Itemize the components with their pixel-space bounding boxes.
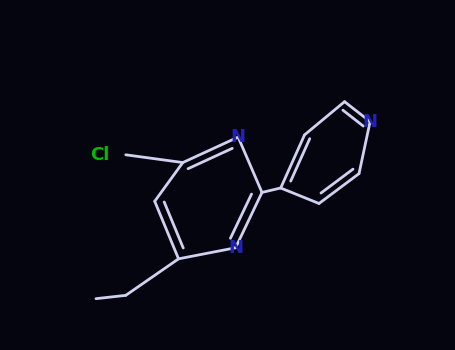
Text: Cl: Cl [91,146,110,164]
Text: N: N [228,239,243,257]
Text: N: N [231,128,246,146]
Text: N: N [363,113,378,131]
